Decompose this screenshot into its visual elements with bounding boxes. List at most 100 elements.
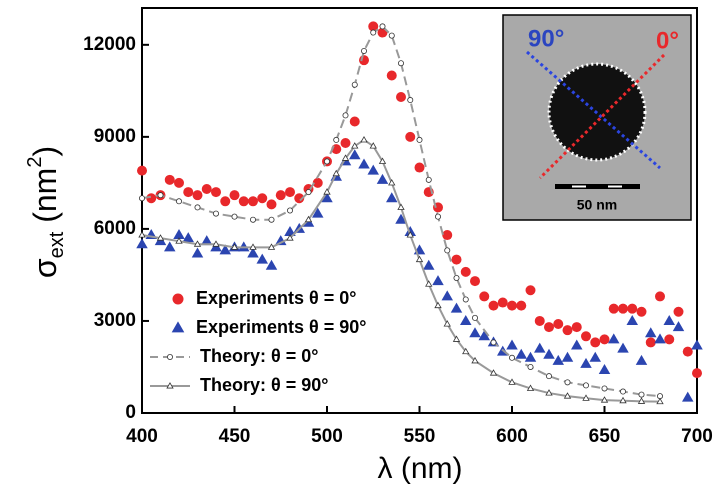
marker (285, 187, 295, 198)
marker (552, 354, 564, 365)
marker (137, 165, 147, 176)
marker (563, 392, 572, 399)
scale-bar-tick (608, 185, 622, 188)
marker (305, 189, 312, 196)
marker (284, 225, 296, 236)
marker (590, 337, 601, 348)
marker (332, 169, 340, 177)
series (137, 21, 702, 379)
axis-0 (538, 53, 666, 180)
marker (294, 193, 305, 204)
marker (444, 247, 451, 254)
marker (351, 81, 358, 88)
marker (164, 241, 176, 252)
x-tick-label: 450 (219, 426, 251, 447)
marker (561, 351, 574, 362)
marker (247, 247, 259, 258)
marker (220, 196, 231, 207)
y-tick-label: 6000 (94, 218, 136, 239)
marker (173, 229, 185, 240)
marker (682, 391, 694, 402)
marker (191, 247, 204, 258)
marker (219, 244, 231, 255)
marker (471, 356, 479, 364)
marker (395, 213, 407, 224)
marker (396, 91, 406, 102)
y-label-part: σ (27, 258, 63, 278)
marker (432, 275, 444, 286)
marker (515, 348, 527, 359)
marker (275, 235, 287, 246)
marker (192, 190, 203, 201)
marker (138, 195, 145, 202)
marker (164, 174, 175, 185)
marker (637, 397, 646, 404)
legend-label: Experiments θ = 0° (196, 288, 357, 308)
marker (425, 176, 432, 183)
marker (451, 254, 462, 265)
scale-label: 50 nm (577, 197, 617, 213)
marker (312, 177, 323, 188)
marker (248, 196, 258, 207)
marker (470, 276, 480, 287)
marker (360, 136, 368, 143)
marker (406, 231, 414, 238)
series (138, 23, 664, 400)
marker (349, 116, 360, 127)
marker (655, 291, 665, 302)
marker (524, 351, 537, 362)
marker (645, 327, 657, 338)
marker (583, 382, 590, 389)
x-tick-label: 600 (496, 426, 528, 447)
x-axis-label: λ (nm) (378, 452, 463, 485)
marker (407, 97, 414, 104)
marker (490, 339, 497, 346)
marker (619, 396, 627, 404)
marker (405, 131, 416, 142)
marker (516, 300, 527, 311)
legend-marker (172, 293, 184, 305)
marker (620, 388, 627, 395)
marker (341, 154, 350, 161)
marker (175, 237, 183, 244)
marker (265, 259, 278, 270)
marker (508, 354, 515, 361)
marker (462, 296, 469, 303)
marker (543, 348, 555, 359)
marker (146, 193, 157, 204)
marker (508, 378, 516, 385)
marker (266, 199, 277, 210)
marker (212, 210, 219, 217)
marker (386, 70, 397, 81)
marker (673, 306, 684, 317)
marker (645, 337, 656, 348)
marker (453, 274, 460, 281)
marker (664, 334, 675, 345)
marker (157, 192, 164, 199)
marker (534, 315, 545, 326)
marker (471, 314, 478, 321)
marker (525, 285, 536, 296)
marker (692, 368, 702, 379)
marker (256, 253, 268, 264)
marker (571, 339, 583, 350)
marker (544, 322, 554, 333)
marker (238, 196, 249, 207)
marker (388, 178, 396, 186)
marker (193, 240, 202, 247)
marker (201, 184, 212, 195)
inset-image: 90° 0° 50 nm (502, 14, 692, 221)
marker (672, 321, 685, 332)
marker (608, 303, 619, 314)
inset-label: 0° (656, 27, 679, 54)
legend-label: Theory: θ = 0° (200, 346, 318, 366)
marker (386, 192, 398, 203)
x-tick-label: 700 (681, 426, 713, 447)
marker (546, 373, 553, 380)
marker (562, 325, 573, 336)
marker (182, 232, 194, 243)
marker (360, 47, 367, 54)
marker (600, 396, 609, 403)
marker (460, 266, 471, 277)
